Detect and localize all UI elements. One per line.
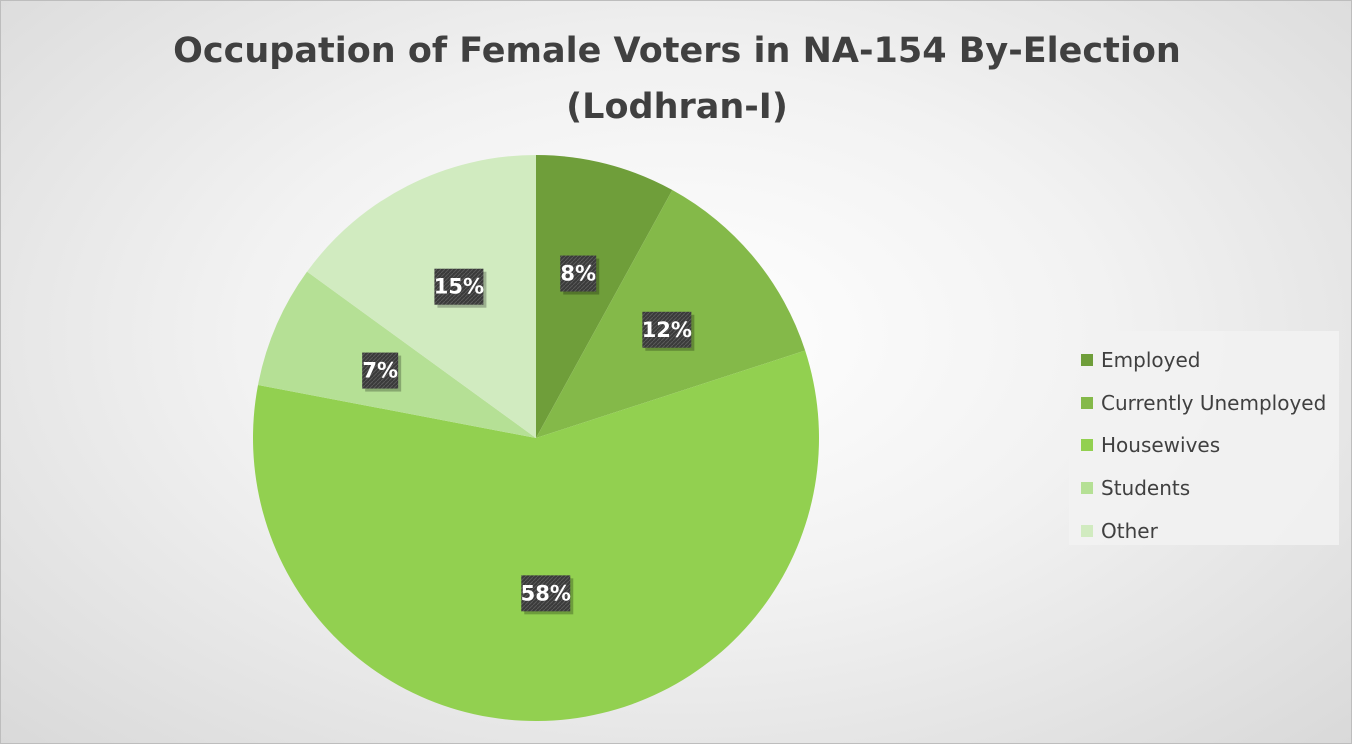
data-label-text: 7%	[362, 359, 398, 383]
legend-label: Students	[1101, 476, 1191, 501]
data-label-text: 15%	[434, 275, 484, 299]
legend-item-other: Other	[1081, 509, 1339, 552]
legend-item-students: Students	[1081, 467, 1339, 510]
pie-slice-other	[307, 155, 536, 438]
data-label-other: 15%	[434, 268, 487, 308]
data-label-currently-unemployed: 12%	[642, 311, 695, 351]
pie-slice-housewives	[253, 350, 819, 721]
legend-swatch	[1081, 524, 1093, 537]
legend-label: Employed	[1101, 348, 1201, 373]
legend-label: Housewives	[1101, 433, 1221, 458]
chart-title-line-1: Occupation of Female Voters in NA-154 By…	[173, 31, 1181, 71]
legend-item-currently-unemployed: Currently Unemployed	[1081, 382, 1339, 425]
legend-swatch	[1081, 396, 1093, 409]
chart-title-line-2: (Lodhran-I)	[566, 87, 788, 127]
pie-slices	[253, 155, 819, 721]
data-label-text: 58%	[521, 581, 571, 605]
legend-item-housewives: Housewives	[1081, 424, 1339, 467]
legend-label: Other	[1101, 518, 1158, 543]
data-label-text: 8%	[560, 262, 596, 286]
data-label-students: 7%	[362, 352, 402, 392]
legend: Employed Currently Unemployed Housewives St…	[1069, 331, 1339, 545]
legend-swatch	[1081, 354, 1093, 367]
data-label-text: 12%	[642, 318, 692, 342]
legend-label: Currently Unemployed	[1101, 390, 1327, 415]
chart-title: Occupation of Female Voters in NA-154 By…	[1, 23, 1351, 135]
legend-item-employed: Employed	[1081, 339, 1339, 382]
data-label-housewives: 58%	[521, 575, 574, 615]
legend-swatch	[1081, 482, 1093, 495]
data-label-employed: 8%	[560, 255, 600, 295]
pie-slice-employed	[536, 155, 673, 438]
legend-swatch	[1081, 439, 1093, 452]
pie-data-labels: 8% 12% 58% 7% 15%	[362, 255, 695, 615]
